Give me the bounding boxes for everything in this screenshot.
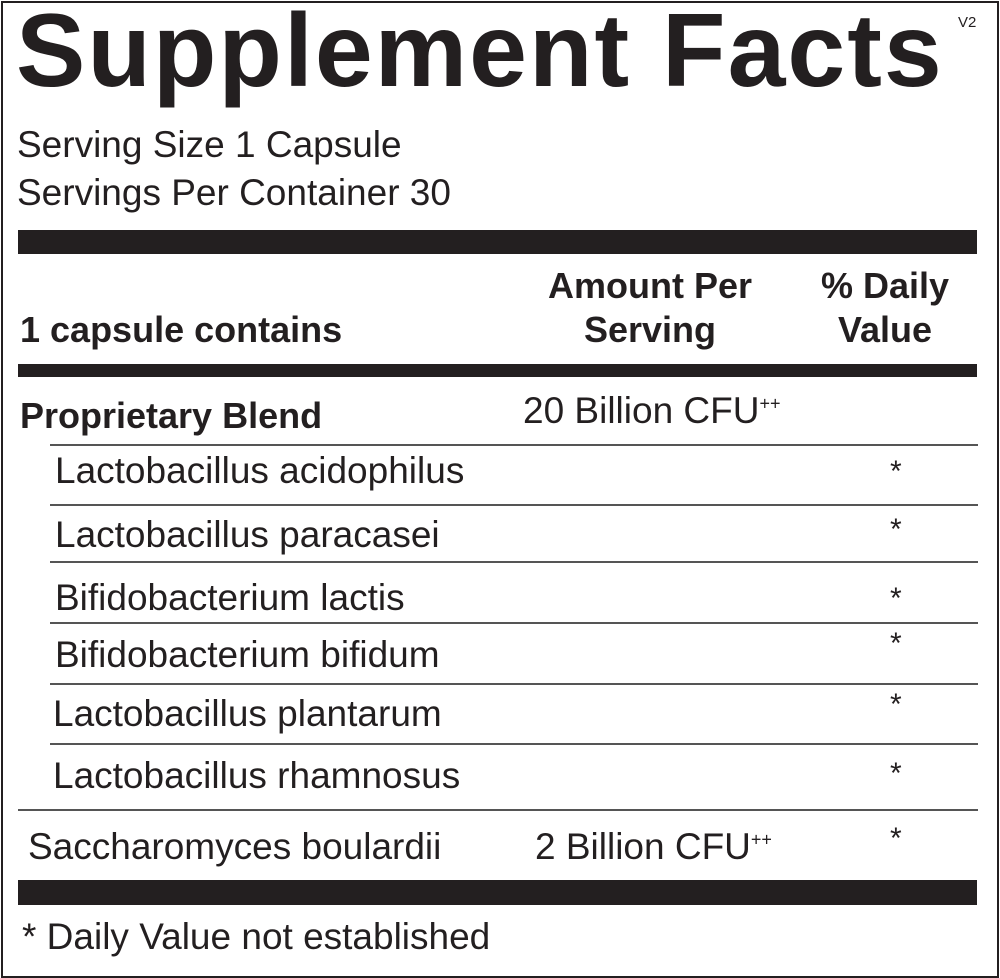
other-amount-value: 2 Billion CFU [535, 826, 751, 867]
row-divider [50, 504, 978, 506]
divider-thick [18, 230, 977, 254]
divider-medium [18, 364, 977, 377]
ingredient-name: Lactobacillus paracasei [55, 514, 440, 555]
blend-amount: 20 Billion CFU++ [523, 390, 781, 432]
divider-thick-bottom [18, 880, 977, 905]
ingredient-name: Bifidobacterium lactis [55, 577, 405, 618]
other-amount: 2 Billion CFU++ [535, 826, 772, 868]
row-divider [50, 683, 978, 685]
header-amount-line1: Amount Per [547, 265, 752, 306]
ingredient-dv: * [890, 757, 902, 790]
header-amount-line2: Serving [583, 309, 717, 350]
row-divider [50, 561, 978, 563]
blend-amount-value: 20 Billion CFU [523, 390, 760, 431]
header-dv-line1: % Daily [820, 265, 950, 306]
ingredient-name: Lactobacillus acidophilus [55, 450, 465, 491]
header-amount: Amount Per Serving [520, 264, 780, 352]
blend-amount-sup: ++ [759, 393, 781, 414]
header-contains: 1 capsule contains [20, 309, 343, 350]
row-divider [50, 622, 978, 624]
ingredient-dv: * [890, 455, 902, 488]
serving-size: Serving Size 1 Capsule [17, 124, 402, 165]
ingredient-dv: * [890, 627, 902, 660]
header-dv: % Daily Value [800, 264, 970, 352]
row-divider [50, 444, 978, 446]
servings-per-container: Servings Per Container 30 [17, 172, 451, 213]
other-dv: * [890, 822, 902, 855]
row-divider [18, 809, 978, 811]
header-dv-line2: Value [837, 309, 933, 350]
ingredient-dv: * [890, 688, 902, 721]
ingredient-name: Lactobacillus plantarum [53, 693, 442, 734]
other-amount-sup: ++ [750, 829, 772, 850]
ingredient-name: Bifidobacterium bifidum [55, 634, 440, 675]
blend-name: Proprietary Blend [20, 395, 323, 436]
row-divider [50, 743, 978, 745]
label-title: Supplement Facts [16, 0, 944, 109]
ingredient-name: Lactobacillus rhamnosus [53, 755, 461, 796]
ingredient-dv: * [890, 513, 902, 546]
other-name: Saccharomyces boulardii [28, 826, 442, 867]
version-tag: V2 [958, 14, 977, 31]
footnote: * Daily Value not established [22, 916, 491, 957]
ingredient-dv: * [890, 582, 902, 615]
